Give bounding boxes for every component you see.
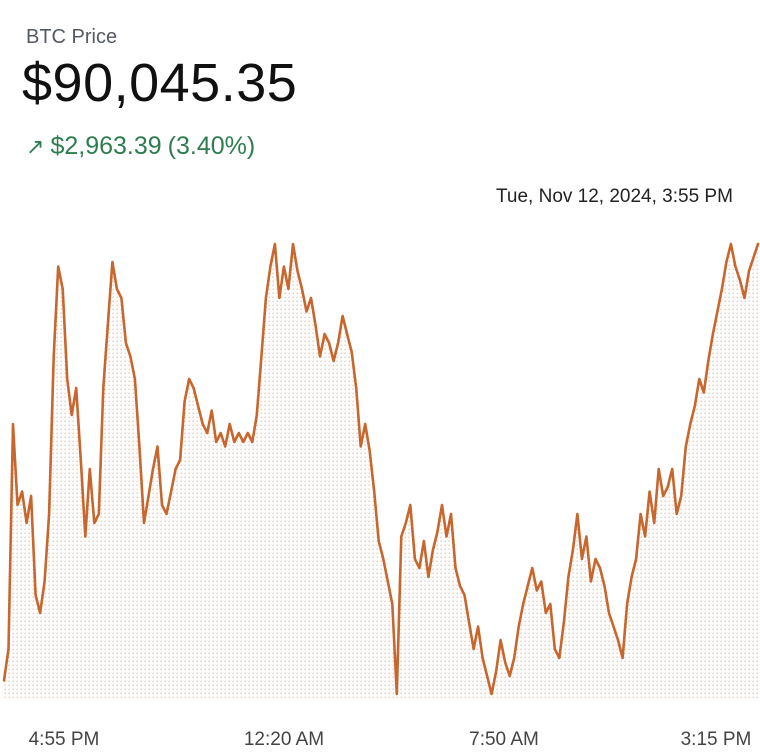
x-tick-label: 3:15 PM	[681, 729, 752, 750]
price-line	[2, 242, 760, 696]
change-percent: (3.40%)	[167, 132, 256, 160]
x-tick-label: 4:55 PM	[29, 729, 100, 750]
x-tick-label: 12:20 AM	[244, 729, 324, 750]
change-value: $2,963.39	[50, 132, 162, 160]
x-tick-label: 7:50 AM	[469, 729, 539, 750]
asset-label: BTC Price	[26, 26, 118, 48]
current-price: $90,045.35	[22, 53, 298, 113]
arrow-up-right-icon: ↗	[26, 133, 45, 159]
x-axis-ticks: 4:55 PM 12:20 AM 7:50 AM 3:15 PM	[29, 729, 752, 750]
hover-timestamp: Tue, Nov 12, 2024, 3:55 PM	[496, 186, 733, 207]
price-change: ↗ $2,963.39 (3.40%)	[26, 132, 255, 161]
price-area-fill	[4, 244, 758, 700]
